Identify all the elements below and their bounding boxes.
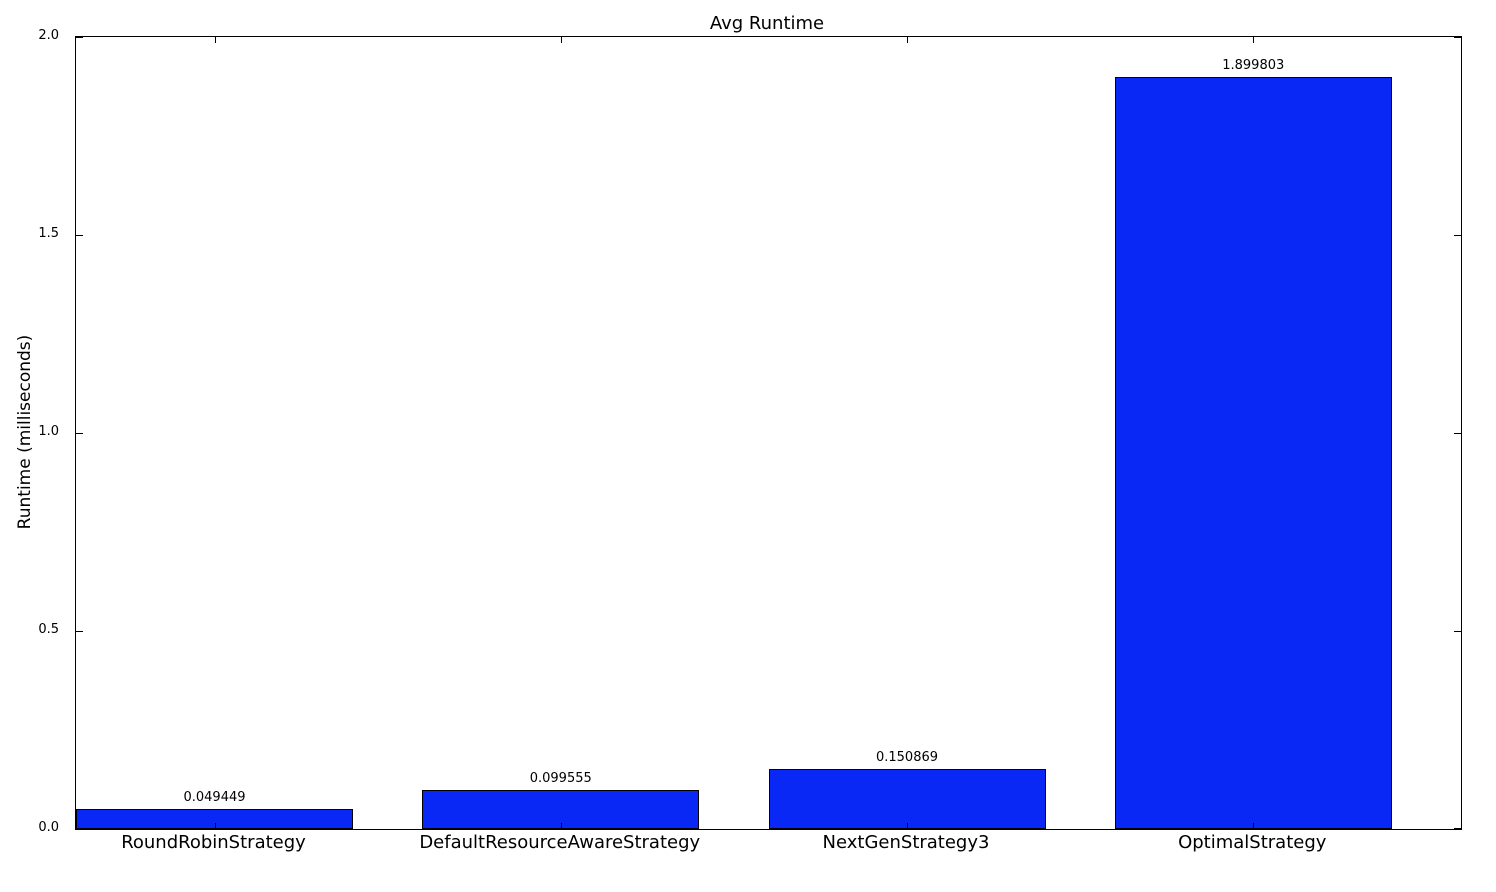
y-tick-label: 1.0 bbox=[38, 424, 59, 439]
y-axis-tick-left bbox=[76, 433, 83, 434]
chart-title: Avg Runtime bbox=[709, 13, 825, 34]
bar bbox=[768, 769, 1046, 829]
y-axis-tick-right bbox=[1454, 828, 1461, 829]
y-axis-tick-right bbox=[1454, 235, 1461, 236]
plot-area: 0.049449 0.099555 0.150869 1.899803 bbox=[75, 36, 1462, 830]
x-axis-tick-top bbox=[560, 37, 562, 43]
y-axis-tick-left bbox=[76, 631, 83, 632]
x-tick-label: RoundRobinStrategy bbox=[121, 832, 306, 853]
y-tick-label: 0.0 bbox=[38, 820, 59, 835]
y-tick-label: 1.5 bbox=[38, 226, 59, 241]
y-axis-tick-left bbox=[76, 235, 83, 236]
x-axis-tick-bottom bbox=[1253, 823, 1255, 829]
x-tick-label: OptimalStrategy bbox=[1178, 832, 1327, 853]
x-axis-tick-bottom bbox=[560, 823, 562, 829]
y-axis-tick-left bbox=[76, 828, 83, 829]
x-axis-tick-bottom bbox=[214, 823, 216, 829]
x-axis-tick-top bbox=[214, 37, 216, 43]
y-tick-label: 2.0 bbox=[38, 28, 59, 43]
x-tick-label: NextGenStrategy3 bbox=[822, 832, 990, 853]
bar-value-label: 0.150869 bbox=[875, 750, 939, 766]
x-tick-label: DefaultResourceAwareStrategy bbox=[419, 832, 701, 853]
y-axis-tick-right bbox=[1454, 631, 1461, 632]
y-tick-labels-layer: 0.0 0.5 1.0 1.5 2.0 bbox=[0, 28, 67, 835]
bar bbox=[1114, 76, 1392, 829]
bar-value-label: 0.049449 bbox=[183, 790, 246, 806]
y-tick-label: 0.5 bbox=[38, 622, 59, 637]
bar-value-label: 0.099555 bbox=[529, 770, 592, 786]
x-axis-tick-top bbox=[907, 37, 908, 43]
y-axis-tick-right bbox=[1454, 37, 1461, 38]
x-axis-tick-top bbox=[1253, 37, 1255, 43]
y-axis-tick-left bbox=[76, 37, 83, 38]
x-axis-tick-bottom bbox=[907, 823, 908, 829]
y-axis-tick-right bbox=[1454, 433, 1461, 434]
x-tick-labels-layer: RoundRobinStrategy DefaultResourceAwareSt… bbox=[75, 829, 1460, 869]
bar-value-label: 1.899803 bbox=[1222, 57, 1285, 73]
bar bbox=[422, 789, 700, 829]
